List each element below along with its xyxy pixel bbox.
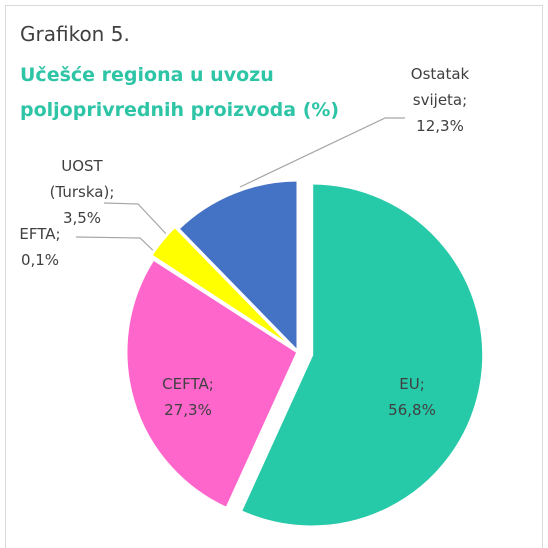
data-label: CEFTA; 27,3%	[153, 371, 223, 423]
pie-slice	[148, 224, 296, 351]
label-category: Ostatak svijeta;	[410, 65, 470, 109]
data-label: UOST (Turska); 3,5%	[42, 153, 122, 231]
pie-slice	[175, 178, 300, 356]
chart-title: Grafikon 5.	[20, 22, 130, 46]
label-category: EU;	[399, 375, 425, 393]
label-value: 0,1%	[20, 251, 60, 269]
label-category: EFTA;	[19, 225, 61, 243]
leader-line	[103, 202, 171, 239]
data-label: EU; 56,8%	[382, 371, 442, 423]
label-value: 12,3%	[416, 117, 464, 135]
leader-line	[239, 117, 405, 188]
label-value: 27,3%	[164, 401, 212, 419]
data-label: Ostatak svijeta; 12,3%	[400, 61, 480, 139]
pie	[124, 178, 486, 529]
label-value: 3,5%	[62, 209, 102, 227]
leader-line	[75, 236, 161, 258]
chart-subtitle: Učešće regiona u uvozu poljoprivrednih p…	[20, 64, 340, 121]
label-category: CEFTA;	[162, 375, 214, 393]
pie-slice	[124, 256, 300, 511]
pie-slice	[238, 181, 486, 529]
label-value: 56,8%	[388, 401, 436, 419]
chart-border	[5, 5, 543, 548]
label-category: UOST (Turska);	[49, 157, 115, 201]
data-label: EFTA; 0,1%	[15, 221, 65, 273]
